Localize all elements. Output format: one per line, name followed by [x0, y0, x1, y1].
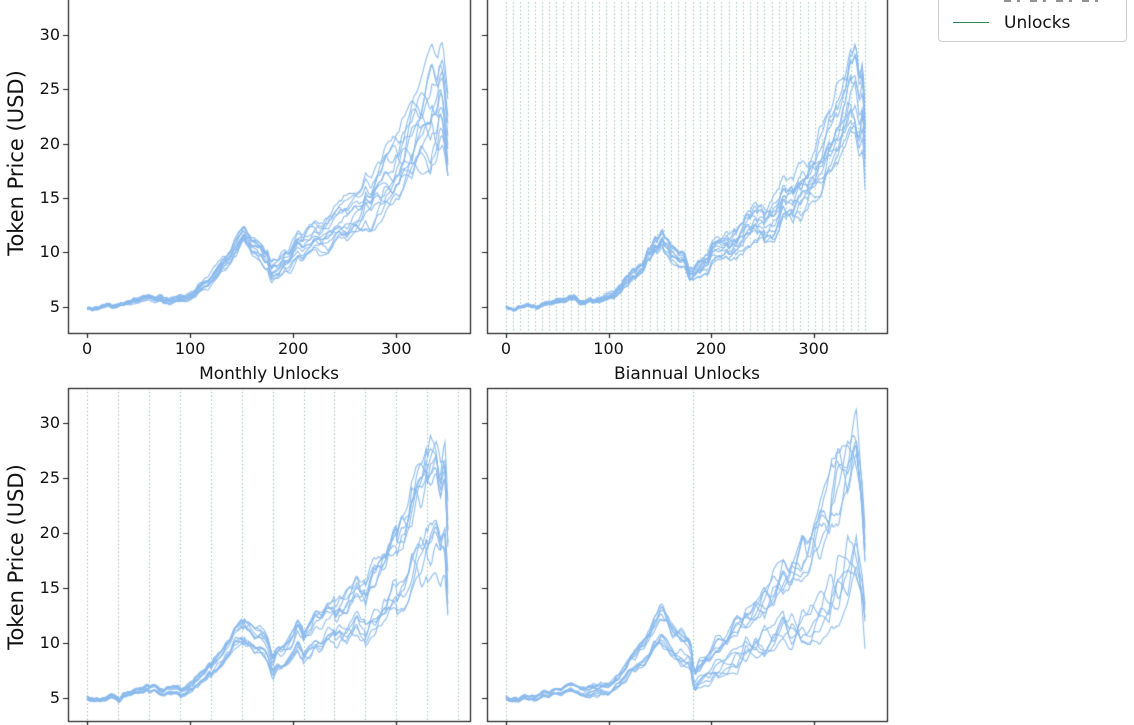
legend-entry-clipped [1004, 0, 1104, 2]
top-left-x-tick-label-2: 200 [277, 339, 309, 358]
top-right-x-tick-label-3: 300 [798, 339, 829, 358]
legend: Unlocks [938, 0, 1127, 42]
top-left-y-tick-label-0: 5 [49, 296, 60, 316]
legend-entry-unlocks: Unlocks [939, 12, 1126, 34]
unlocks-line-swatch [953, 22, 989, 23]
bottom-left-y-tick-label-2: 15 [39, 578, 60, 598]
bottom-left-y-tick-label-5: 30 [39, 413, 60, 433]
top-right-x-tick-label-0: 0 [500, 339, 512, 358]
top-left-x-tick-label-3: 300 [381, 339, 412, 358]
top-right-x-tick-label-1: 100 [593, 339, 624, 358]
top-right-x-tick-label-2: 200 [695, 339, 727, 358]
top-left-x-tick-label-1: 100 [174, 339, 206, 358]
top-left-y-tick-label-1: 10 [39, 242, 60, 262]
subplot-title-biannual-unlocks: Biannual Unlocks [613, 364, 761, 384]
bottom-left-y-tick-label-3: 20 [39, 523, 60, 543]
y-axis-label-bottom: Token Price (USD) [4, 464, 28, 650]
subplot-title-monthly-unlocks: Monthly Unlocks [199, 364, 339, 384]
top-left-y-tick-label-5: 30 [39, 24, 60, 44]
top-left-y-tick-label-3: 20 [39, 133, 60, 153]
y-axis-label-top: Token Price (USD) [4, 70, 28, 256]
top-left-y-tick-label-2: 15 [39, 188, 60, 208]
legend-entry-label: Unlocks [1004, 13, 1071, 33]
bottom-left-y-tick-label-1: 10 [39, 632, 60, 652]
bottom-left-y-tick-label-4: 25 [39, 468, 60, 488]
bottom-left-y-tick-label-0: 5 [49, 687, 60, 707]
top-left-y-tick-label-4: 25 [39, 79, 60, 99]
top-left-x-tick-label-0: 0 [81, 339, 93, 358]
